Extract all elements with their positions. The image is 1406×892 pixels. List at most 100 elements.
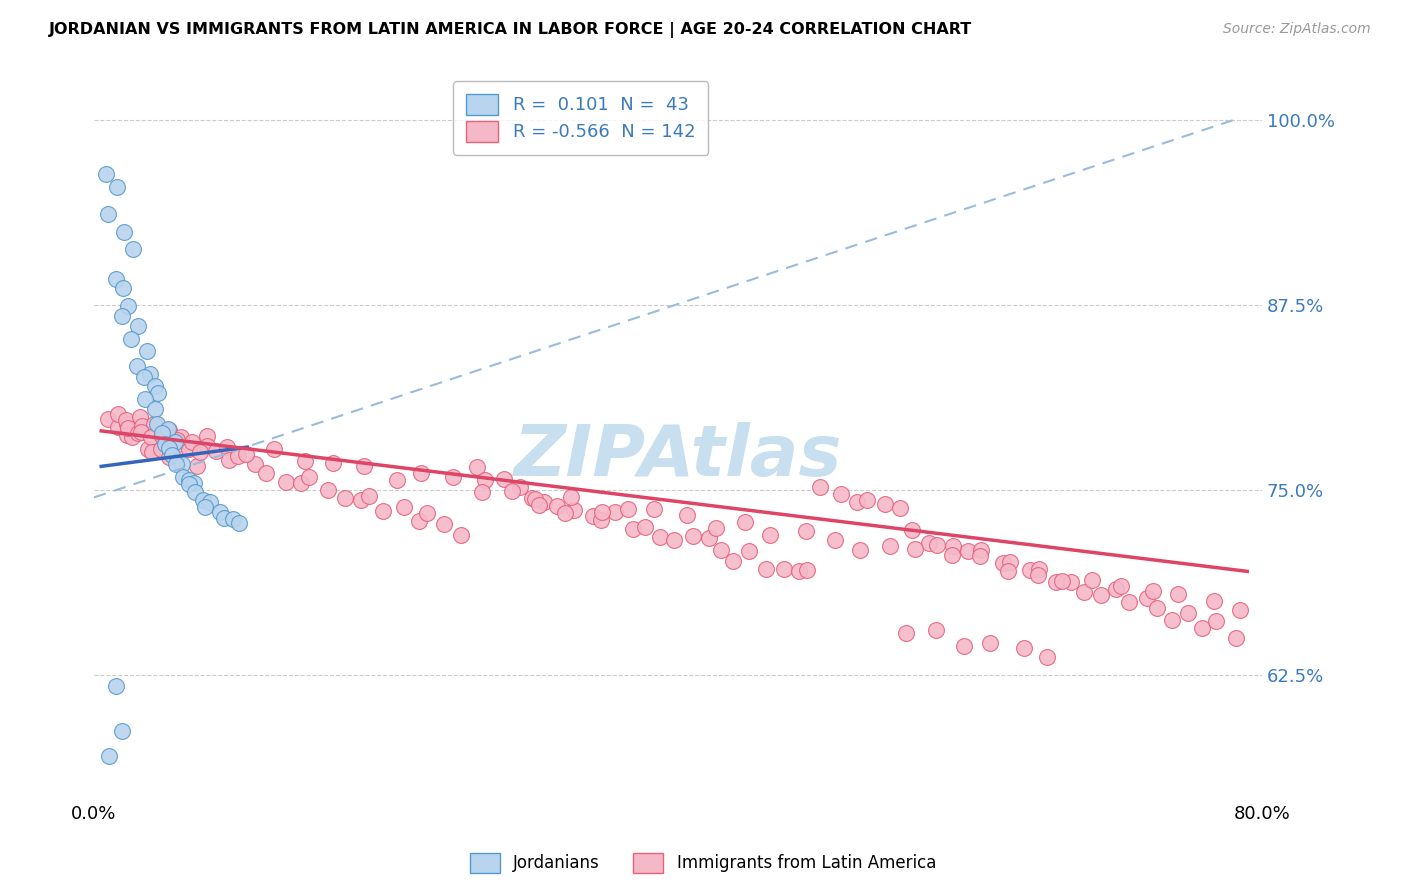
- Point: [198, 495, 221, 509]
- Point: [121, 332, 143, 346]
- Point: [527, 498, 550, 512]
- Point: [794, 524, 817, 539]
- Point: [1045, 574, 1067, 589]
- Point: [925, 538, 948, 552]
- Point: [411, 466, 433, 480]
- Point: [143, 379, 166, 393]
- Point: [925, 623, 948, 637]
- Point: [787, 564, 810, 578]
- Point: [755, 562, 778, 576]
- Point: [970, 543, 993, 558]
- Point: [222, 512, 245, 526]
- Point: [139, 367, 162, 381]
- Point: [243, 457, 266, 471]
- Point: [159, 430, 181, 444]
- Point: [160, 448, 183, 462]
- Legend: Jordanians, Immigrants from Latin America: Jordanians, Immigrants from Latin Americ…: [463, 847, 943, 880]
- Point: [682, 529, 704, 543]
- Point: [114, 225, 136, 239]
- Point: [107, 419, 129, 434]
- Point: [180, 434, 202, 449]
- Point: [177, 474, 200, 488]
- Point: [155, 437, 177, 451]
- Point: [546, 499, 568, 513]
- Point: [621, 522, 644, 536]
- Point: [450, 528, 472, 542]
- Point: [991, 557, 1014, 571]
- Point: [1109, 579, 1132, 593]
- Point: [616, 502, 638, 516]
- Point: [1060, 575, 1083, 590]
- Point: [758, 528, 780, 542]
- Point: [117, 299, 139, 313]
- Point: [1050, 574, 1073, 588]
- Text: ZIPAtlas: ZIPAtlas: [513, 422, 842, 491]
- Point: [228, 516, 250, 531]
- Point: [94, 167, 117, 181]
- Point: [122, 242, 145, 256]
- Point: [290, 476, 312, 491]
- Point: [263, 442, 285, 457]
- Point: [177, 477, 200, 491]
- Point: [1073, 585, 1095, 599]
- Point: [316, 483, 339, 497]
- Point: [127, 318, 149, 333]
- Point: [172, 469, 194, 483]
- Point: [533, 495, 555, 509]
- Point: [643, 502, 665, 516]
- Point: [1118, 595, 1140, 609]
- Point: [416, 506, 439, 520]
- Point: [796, 563, 818, 577]
- Point: [704, 521, 727, 535]
- Point: [134, 392, 156, 406]
- Point: [129, 424, 152, 438]
- Point: [97, 411, 120, 425]
- Point: [294, 453, 316, 467]
- Point: [333, 491, 356, 505]
- Point: [166, 433, 188, 447]
- Point: [371, 504, 394, 518]
- Point: [135, 343, 157, 358]
- Point: [1205, 614, 1227, 628]
- Point: [845, 495, 868, 509]
- Point: [1160, 613, 1182, 627]
- Point: [941, 548, 963, 562]
- Point: [105, 272, 128, 286]
- Point: [1177, 606, 1199, 620]
- Point: [441, 469, 464, 483]
- Point: [350, 493, 373, 508]
- Point: [942, 540, 965, 554]
- Point: [208, 505, 231, 519]
- Point: [179, 442, 201, 456]
- Point: [218, 453, 240, 467]
- Point: [115, 417, 138, 431]
- Point: [808, 480, 831, 494]
- Point: [97, 207, 120, 221]
- Point: [605, 504, 627, 518]
- Point: [112, 280, 135, 294]
- Point: [471, 485, 494, 500]
- Point: [848, 542, 870, 557]
- Point: [710, 542, 733, 557]
- Point: [186, 459, 208, 474]
- Point: [408, 514, 430, 528]
- Point: [918, 536, 941, 550]
- Point: [1146, 601, 1168, 615]
- Point: [979, 636, 1001, 650]
- Point: [254, 467, 277, 481]
- Text: Source: ZipAtlas.com: Source: ZipAtlas.com: [1223, 22, 1371, 37]
- Point: [104, 680, 127, 694]
- Point: [157, 450, 180, 464]
- Point: [170, 457, 193, 471]
- Point: [197, 439, 219, 453]
- Point: [163, 434, 186, 449]
- Point: [149, 442, 172, 457]
- Point: [359, 489, 381, 503]
- Point: [163, 439, 186, 453]
- Point: [146, 386, 169, 401]
- Point: [904, 542, 927, 557]
- Point: [121, 429, 143, 443]
- Point: [127, 426, 149, 441]
- Point: [235, 447, 257, 461]
- Point: [1026, 568, 1049, 582]
